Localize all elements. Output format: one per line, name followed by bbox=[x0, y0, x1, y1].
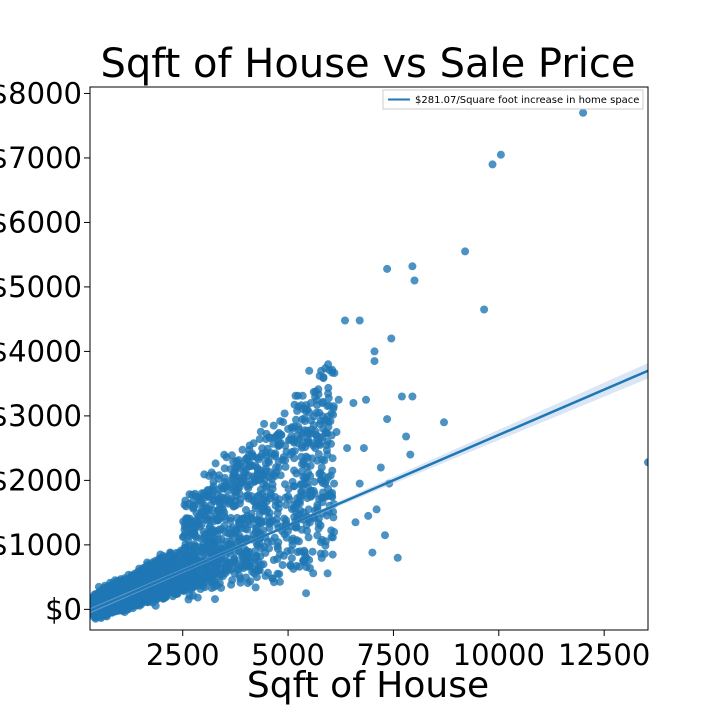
scatter-point bbox=[91, 614, 100, 623]
scatter-point bbox=[280, 409, 289, 418]
scatter-point bbox=[308, 454, 317, 463]
scatter-point bbox=[101, 581, 109, 590]
scatter-point bbox=[157, 569, 166, 578]
scatter-point bbox=[310, 477, 319, 486]
scatter-point bbox=[278, 561, 287, 569]
scatter-point bbox=[213, 581, 222, 590]
plot-content bbox=[90, 108, 648, 623]
scatter-point bbox=[235, 571, 244, 580]
scatter-point bbox=[220, 464, 229, 473]
scatter-point bbox=[143, 573, 151, 581]
scatter-point bbox=[205, 572, 214, 581]
scatter-point bbox=[260, 419, 269, 428]
scatter-point bbox=[129, 574, 138, 583]
scatter-point bbox=[173, 556, 182, 565]
scatter-point bbox=[303, 526, 311, 535]
scatter-point bbox=[211, 459, 220, 468]
scatter-point bbox=[308, 547, 317, 556]
scatter-point bbox=[111, 576, 119, 585]
scatter-point bbox=[165, 582, 174, 591]
scatter-point bbox=[135, 597, 143, 606]
scatter-point bbox=[269, 421, 278, 430]
scatter-point bbox=[158, 593, 167, 602]
scatter-point bbox=[211, 595, 219, 604]
scatter-point bbox=[108, 589, 116, 598]
chart-title: Sqft of House vs Sale Price bbox=[100, 41, 635, 87]
scatter-point bbox=[144, 593, 153, 602]
scatter-point bbox=[172, 588, 181, 596]
scatter-point bbox=[159, 586, 167, 595]
scatter-point bbox=[328, 454, 337, 463]
scatter-point bbox=[330, 479, 339, 488]
